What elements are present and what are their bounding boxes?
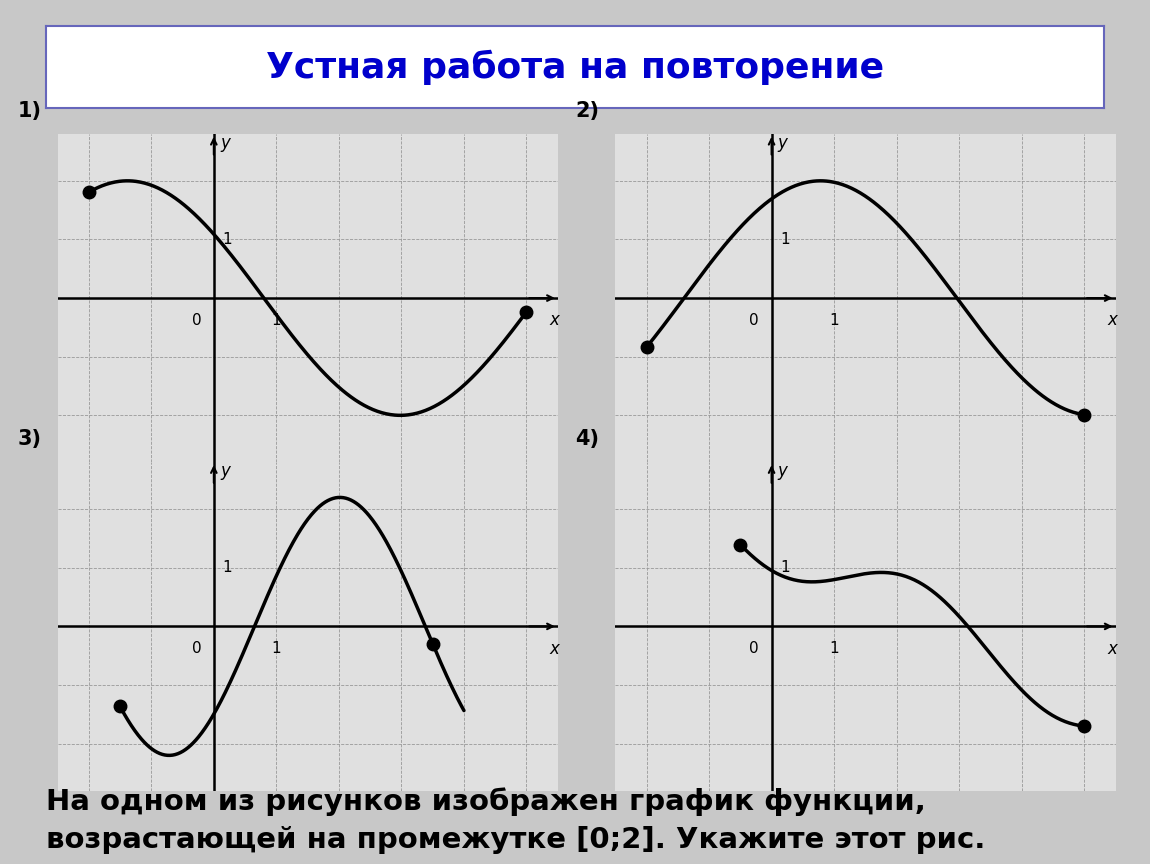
Text: 1): 1): [17, 101, 41, 121]
Text: 3): 3): [17, 429, 41, 449]
Text: 1: 1: [271, 641, 281, 656]
Text: 4): 4): [575, 429, 599, 449]
Text: 0: 0: [192, 313, 201, 327]
Text: x: x: [1107, 639, 1118, 658]
Text: x: x: [550, 311, 560, 329]
Text: 2): 2): [575, 101, 599, 121]
Text: 0: 0: [192, 641, 201, 656]
Text: 1: 1: [223, 560, 232, 575]
Text: возрастающей на промежутке [0;2]. Укажите этот рис.: возрастающей на промежутке [0;2]. Укажит…: [46, 827, 986, 854]
Text: y: y: [220, 134, 230, 152]
Text: y: y: [777, 462, 788, 480]
Text: На одном из рисунков изображен график функции,: На одном из рисунков изображен график фу…: [46, 788, 926, 816]
Text: y: y: [777, 134, 788, 152]
Text: 1: 1: [781, 232, 790, 247]
Text: 0: 0: [750, 313, 759, 327]
Text: 1: 1: [271, 313, 281, 327]
Text: 1: 1: [829, 641, 838, 656]
Text: 1: 1: [223, 232, 232, 247]
Text: 1: 1: [829, 313, 838, 327]
Text: 1: 1: [781, 560, 790, 575]
Text: x: x: [1107, 311, 1118, 329]
Text: 0: 0: [750, 641, 759, 656]
Text: x: x: [550, 639, 560, 658]
Text: y: y: [220, 462, 230, 480]
Text: Устная работа на повторение: Устная работа на повторение: [266, 49, 884, 85]
